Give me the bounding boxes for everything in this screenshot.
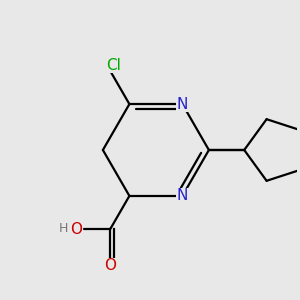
Text: Cl: Cl <box>106 58 121 73</box>
Text: O: O <box>104 258 116 273</box>
Text: N: N <box>177 97 188 112</box>
Text: N: N <box>177 188 188 203</box>
Text: O: O <box>70 221 83 236</box>
Text: H: H <box>59 222 68 235</box>
